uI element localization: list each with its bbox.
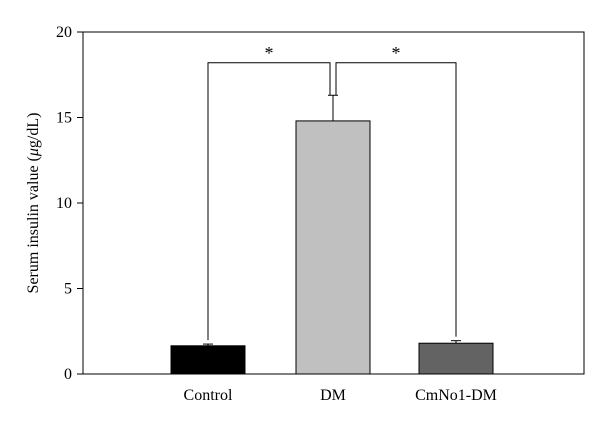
x-category-label: Control	[184, 387, 233, 404]
x-category-label: CmNo1-DM	[415, 387, 497, 404]
y-axis-title-suffix: g/dL)	[25, 113, 42, 149]
y-tick-label: 0	[64, 366, 72, 383]
bars-layer	[170, 120, 494, 375]
y-tick-label: 15	[56, 110, 72, 127]
bar-cmno1-dm	[418, 342, 494, 375]
significance-layer: * *	[207, 43, 457, 341]
x-axis-labels: Control DM CmNo1-DM	[184, 387, 497, 404]
y-axis-title: Serum insulin value (μg/dL)	[25, 113, 42, 294]
significance-bracket	[207, 62, 331, 341]
y-tick-label: 5	[64, 281, 72, 298]
x-category-label: DM	[320, 387, 346, 404]
y-tick-label: 10	[56, 195, 72, 212]
bar-dm	[295, 120, 371, 375]
y-axis-title-prefix: Serum insulin value (	[25, 156, 42, 293]
y-tick-label: 20	[56, 24, 72, 41]
significance-label: *	[265, 43, 274, 63]
significance-bracket	[335, 62, 457, 337]
significance-label: *	[392, 43, 401, 63]
bar-control	[170, 345, 246, 375]
y-axis-title-mu: μ	[25, 148, 42, 157]
y-axis-ticks: 0 5 10 15 20	[56, 24, 83, 383]
